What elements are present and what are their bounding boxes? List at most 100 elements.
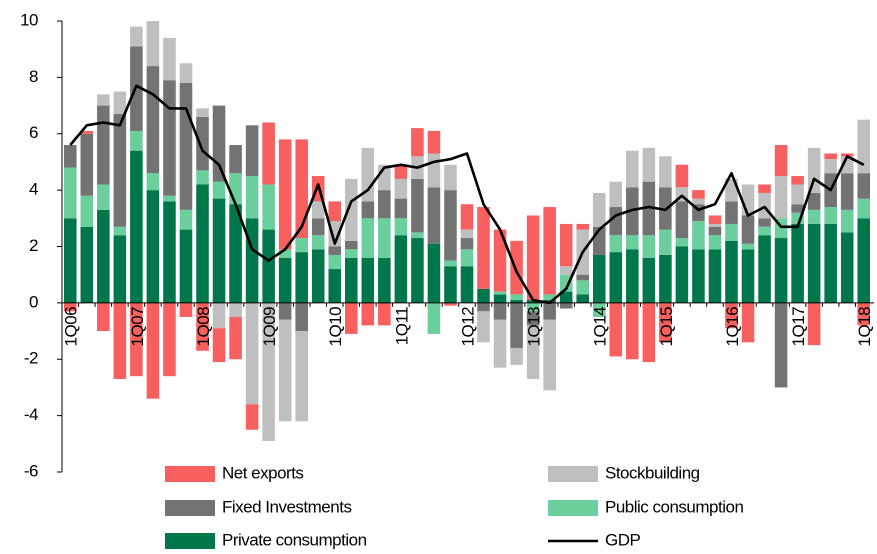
bar-segment (526, 300, 540, 303)
bar-segment (626, 249, 639, 303)
bar-segment (245, 218, 259, 303)
bar-segment (179, 63, 193, 84)
bar-segment (163, 80, 176, 196)
bar-segment (642, 257, 656, 303)
bar-segment (328, 254, 342, 270)
bar-segment (460, 249, 474, 267)
bar-segment (692, 249, 705, 303)
bar-segment (444, 266, 457, 303)
bar-segment (229, 173, 242, 205)
bar-segment (840, 153, 854, 157)
bar-segment (146, 302, 160, 399)
bar-segment (807, 192, 821, 210)
bar-segment (526, 311, 540, 326)
legend-label: Fixed Investments (222, 497, 351, 516)
bar-segment (295, 252, 308, 303)
x-tick-label: 1Q14 (591, 307, 610, 347)
bar-segment (559, 223, 573, 267)
bar-segment (791, 223, 804, 303)
bar-segment (791, 204, 804, 213)
bar-segment (774, 238, 788, 303)
bar-segment (493, 294, 507, 303)
bar-segment (774, 176, 788, 219)
bar-segment (510, 300, 523, 303)
bar-segment (411, 178, 424, 233)
bar-segment (262, 122, 275, 185)
bar-segment (807, 302, 821, 346)
x-tick-label: 1Q10 (326, 307, 345, 347)
bar-segment (295, 331, 308, 422)
bar-segment (526, 302, 540, 312)
bar-segment (741, 243, 755, 250)
bar-segment (113, 226, 127, 236)
bar-segment (857, 173, 871, 199)
bar-segment (543, 319, 556, 391)
bar-segment (411, 238, 424, 303)
bar-segment (559, 291, 573, 303)
legend-swatch (548, 466, 598, 482)
bar-segment (361, 302, 375, 326)
bar-segment (642, 235, 656, 258)
bar-segment (97, 94, 110, 106)
bar-segment (113, 235, 127, 303)
bar-segment (80, 195, 94, 227)
bar-segment (278, 319, 292, 422)
bar-segment (146, 173, 160, 191)
bar-segment (130, 302, 143, 377)
x-tick-label: 1Q17 (789, 307, 808, 347)
bar-segment (361, 218, 375, 258)
bar-segment (345, 302, 358, 334)
bar-segment (163, 37, 176, 81)
bar-segment (543, 302, 556, 320)
bar-segment (592, 302, 606, 317)
bar-segment (576, 223, 589, 230)
bar-segment (278, 139, 292, 250)
x-tick-label: 1Q07 (128, 307, 147, 347)
bar-segment (229, 316, 242, 360)
bar-segment (295, 139, 308, 239)
bar-segment (741, 249, 755, 303)
legend-swatch (165, 533, 215, 549)
bar-segment (80, 226, 94, 303)
bar-segment (708, 226, 722, 236)
bar-segment (758, 226, 771, 236)
bar-segment (510, 347, 523, 365)
bar-segment (63, 167, 77, 219)
bar-segment (411, 232, 424, 239)
bar-segment (262, 302, 275, 441)
bar-segment (477, 302, 490, 312)
bar-segment (278, 249, 292, 258)
bar-segment (311, 235, 325, 250)
bar-segment (278, 257, 292, 303)
bar-segment (80, 130, 94, 134)
bar-segment (609, 252, 623, 303)
bar-segment (295, 238, 308, 253)
bar-segment (725, 302, 738, 329)
bar-segment (741, 215, 755, 244)
bar-segment (394, 178, 408, 199)
bar-segment (692, 221, 705, 250)
bar-segment (63, 145, 77, 168)
y-tick-label: 0 (29, 292, 38, 311)
bar-segment (592, 192, 606, 227)
bar-segment (113, 302, 127, 379)
bar-segment (626, 235, 639, 250)
bar-segment (758, 235, 771, 303)
legend-label: Net exports (222, 463, 303, 482)
bar-segment (543, 207, 556, 295)
bar-segment (708, 249, 722, 303)
bar-segment (63, 218, 77, 303)
bar-segment (576, 274, 589, 281)
bar-segment (130, 150, 143, 303)
bar-segment (526, 215, 540, 301)
bar-segment (510, 302, 523, 348)
bar-segment (725, 240, 738, 303)
bar-segment (758, 184, 771, 193)
bar-segment (840, 232, 854, 303)
bar-segment (179, 209, 193, 230)
bar-segment (576, 294, 589, 303)
bar-segment (113, 114, 127, 227)
bar-segment (411, 128, 424, 157)
bar-segment (609, 181, 623, 208)
